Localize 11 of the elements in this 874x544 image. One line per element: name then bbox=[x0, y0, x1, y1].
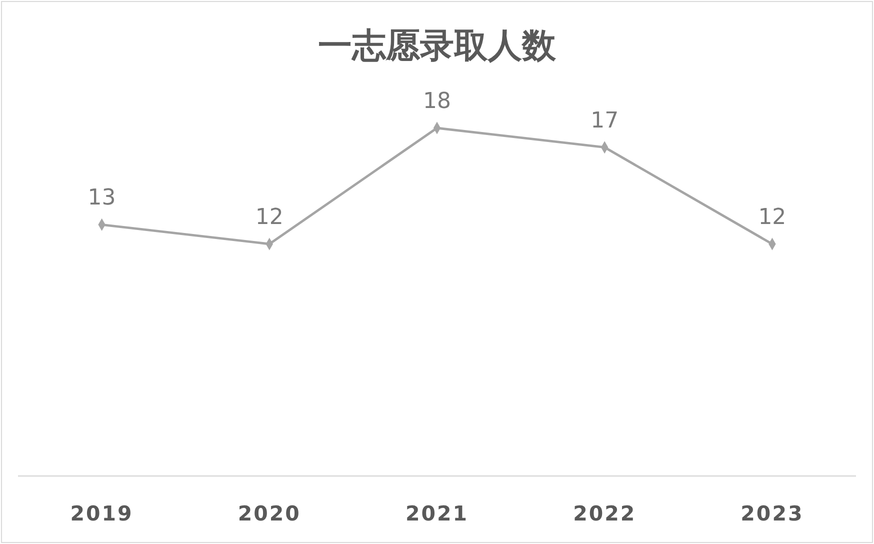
data-label: 12 bbox=[758, 205, 786, 230]
x-tick-label: 2019 bbox=[70, 502, 134, 526]
data-label: 17 bbox=[590, 108, 619, 134]
data-label: 18 bbox=[423, 89, 451, 114]
data-label: 13 bbox=[88, 186, 116, 211]
x-tick-label: 2022 bbox=[573, 502, 636, 526]
x-tick-label: 2023 bbox=[740, 502, 804, 526]
data-label: 12 bbox=[255, 205, 284, 230]
chart-title: 一志愿录取人数 bbox=[318, 26, 557, 66]
x-tick-label: 2021 bbox=[405, 502, 469, 526]
x-tick-label: 2020 bbox=[238, 502, 301, 526]
